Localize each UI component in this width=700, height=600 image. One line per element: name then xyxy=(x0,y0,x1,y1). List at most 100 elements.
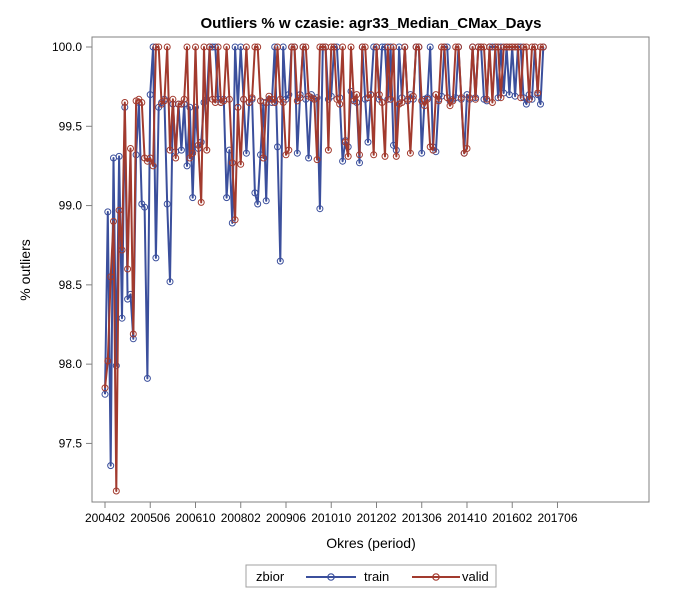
data-point-valid xyxy=(344,152,352,160)
data-point-valid xyxy=(203,146,211,154)
x-tick-label: 200802 xyxy=(221,511,261,525)
data-point-valid xyxy=(285,146,293,154)
legend-label-valid: valid xyxy=(462,569,489,584)
data-point-train xyxy=(163,200,171,208)
data-point-valid xyxy=(234,103,242,111)
x-tick-label: 201602 xyxy=(492,511,532,525)
legend-marker-train xyxy=(327,573,335,581)
data-point-valid xyxy=(160,97,168,105)
data-point-valid xyxy=(381,152,389,160)
data-point-valid xyxy=(231,216,239,224)
data-point-valid xyxy=(206,43,214,51)
data-point-valid xyxy=(104,357,112,365)
data-point-valid xyxy=(429,146,437,154)
data-point-valid xyxy=(412,43,420,51)
data-point-valid xyxy=(112,487,120,495)
data-point-train xyxy=(115,152,123,160)
data-point-valid xyxy=(166,146,174,154)
data-point-valid xyxy=(288,43,296,51)
y-tick-label: 98.5 xyxy=(59,278,83,292)
data-point-valid xyxy=(101,384,109,392)
data-point-valid xyxy=(155,43,163,51)
x-tick-label: 200402 xyxy=(85,511,125,525)
chart-title: Outliers % w czasie: agr33_Median_CMax_D… xyxy=(201,15,542,32)
data-point-valid xyxy=(421,102,429,110)
data-point-valid xyxy=(259,154,267,162)
x-tick-label: 201010 xyxy=(311,511,351,525)
y-tick-label: 97.5 xyxy=(59,436,83,450)
data-point-valid xyxy=(520,43,527,51)
series-layer xyxy=(101,43,547,495)
data-point-train xyxy=(316,205,324,213)
data-point-valid xyxy=(415,43,423,51)
data-point-train xyxy=(189,194,197,202)
legend-marker-valid xyxy=(432,573,440,581)
data-point-valid xyxy=(534,89,542,97)
data-point-valid xyxy=(192,43,199,51)
data-point-valid xyxy=(262,99,270,106)
data-point-train xyxy=(293,149,301,157)
data-point-valid xyxy=(373,43,380,51)
data-point-train xyxy=(242,149,250,157)
data-point-train xyxy=(177,146,185,154)
data-point-valid xyxy=(390,43,397,51)
data-point-valid xyxy=(324,146,332,154)
data-point-valid xyxy=(347,43,355,51)
data-point-train xyxy=(364,138,372,146)
data-point-train xyxy=(183,162,191,170)
data-point-train xyxy=(129,335,137,343)
series-line-train xyxy=(104,46,545,467)
data-point-valid xyxy=(401,43,409,51)
y-tick-label: 99.0 xyxy=(59,199,83,213)
data-point-valid xyxy=(223,43,231,51)
data-point-valid xyxy=(452,43,460,51)
y-tick-label: 100.0 xyxy=(52,40,82,54)
data-point-valid xyxy=(497,94,505,102)
data-point-valid xyxy=(398,99,406,106)
data-point-valid xyxy=(319,43,327,51)
data-point-valid xyxy=(336,100,344,108)
x-tick-label: 200610 xyxy=(175,511,215,525)
data-point-valid xyxy=(163,43,171,51)
data-point-valid xyxy=(194,141,202,149)
data-point-valid xyxy=(356,151,363,159)
x-tick-label: 201202 xyxy=(356,511,396,525)
data-point-train xyxy=(192,103,199,111)
data-point-valid xyxy=(330,43,338,51)
data-point-valid xyxy=(180,95,188,103)
data-point-valid xyxy=(107,273,115,281)
data-point-train xyxy=(339,157,347,165)
data-point-valid xyxy=(353,91,361,99)
legend: zbior train valid xyxy=(245,564,497,588)
data-point-train xyxy=(305,154,313,162)
data-point-train xyxy=(356,159,363,167)
data-point-valid xyxy=(406,149,414,157)
data-point-valid xyxy=(404,95,412,103)
data-point-valid xyxy=(296,94,304,102)
data-point-train xyxy=(112,362,120,370)
data-point-valid xyxy=(358,43,366,51)
data-point-valid xyxy=(183,43,191,51)
data-point-valid xyxy=(409,92,417,100)
data-point-train xyxy=(254,200,262,208)
y-tick-label: 99.5 xyxy=(59,119,83,133)
y-axis-label: % outliers xyxy=(17,239,33,300)
data-point-valid xyxy=(172,154,180,162)
data-point-valid xyxy=(432,91,440,99)
data-point-valid xyxy=(435,97,443,105)
data-point-train xyxy=(426,43,434,51)
data-point-train xyxy=(251,189,259,197)
data-point-valid xyxy=(361,43,369,51)
legend-title: zbior xyxy=(256,569,285,584)
data-point-valid xyxy=(525,95,533,103)
data-point-valid xyxy=(511,43,519,51)
data-point-valid xyxy=(299,43,307,51)
data-point-valid xyxy=(291,43,298,51)
data-point-valid xyxy=(240,95,248,103)
data-point-valid xyxy=(254,43,262,51)
data-point-train xyxy=(107,462,115,470)
data-point-valid xyxy=(477,43,485,51)
data-point-valid xyxy=(423,95,431,103)
data-point-valid xyxy=(341,138,349,146)
data-point-valid xyxy=(251,43,259,51)
